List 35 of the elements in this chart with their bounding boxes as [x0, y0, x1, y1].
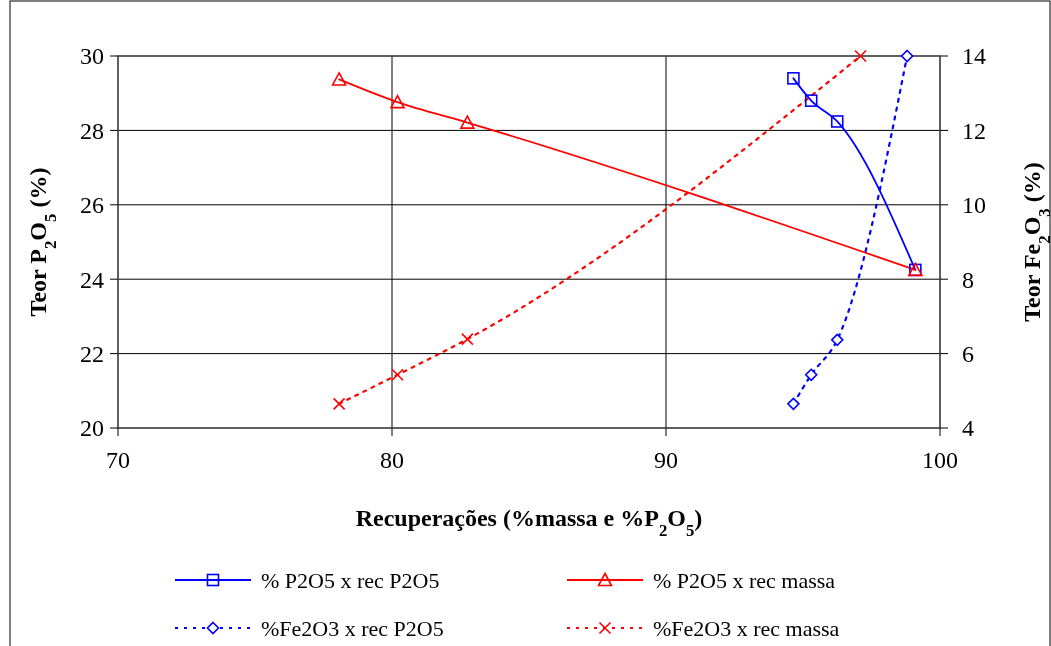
y-tick-label: 28 — [80, 117, 104, 144]
point — [461, 332, 474, 346]
x-tick-label: 80 — [380, 447, 404, 473]
point — [854, 49, 867, 63]
y2-tick-label: 14 — [962, 43, 986, 70]
point — [331, 72, 347, 86]
y-tick-label: 22 — [80, 341, 104, 367]
legend-label: % P2O5 x rec P2O5 — [261, 567, 440, 593]
y2-tick-label: 8 — [962, 266, 974, 293]
x-tick-label: 90 — [654, 447, 678, 473]
point — [787, 397, 800, 411]
legend-label: %Fe2O3 x rec P2O5 — [261, 615, 444, 641]
y2-tick-label: 12 — [962, 117, 986, 144]
point — [830, 333, 844, 347]
x-tick-label: 100 — [922, 447, 958, 473]
y-tick-label: 30 — [80, 43, 104, 70]
point — [390, 94, 405, 109]
point — [787, 72, 800, 85]
x-tick-label: 70 — [106, 447, 130, 473]
point — [391, 368, 404, 382]
point — [804, 368, 818, 382]
legend-label: % P2O5 x rec massa — [653, 567, 836, 593]
y2-tick-label: 6 — [962, 341, 974, 367]
y-tick-label: 20 — [80, 415, 104, 442]
y-tick-label: 26 — [80, 192, 104, 219]
legend-label: %Fe2O3 x rec massa — [653, 615, 840, 641]
x-axis-title: Recuperações (%massa e %P$_{2}$O$_{5}$) — [355, 505, 703, 540]
point — [900, 49, 914, 63]
point — [460, 115, 475, 129]
y2-tick-label: 4 — [962, 415, 974, 442]
y2-tick-label: 10 — [962, 192, 986, 219]
point — [332, 397, 346, 411]
point — [804, 94, 818, 107]
point — [830, 115, 844, 128]
y-tick-label: 24 — [80, 266, 104, 293]
